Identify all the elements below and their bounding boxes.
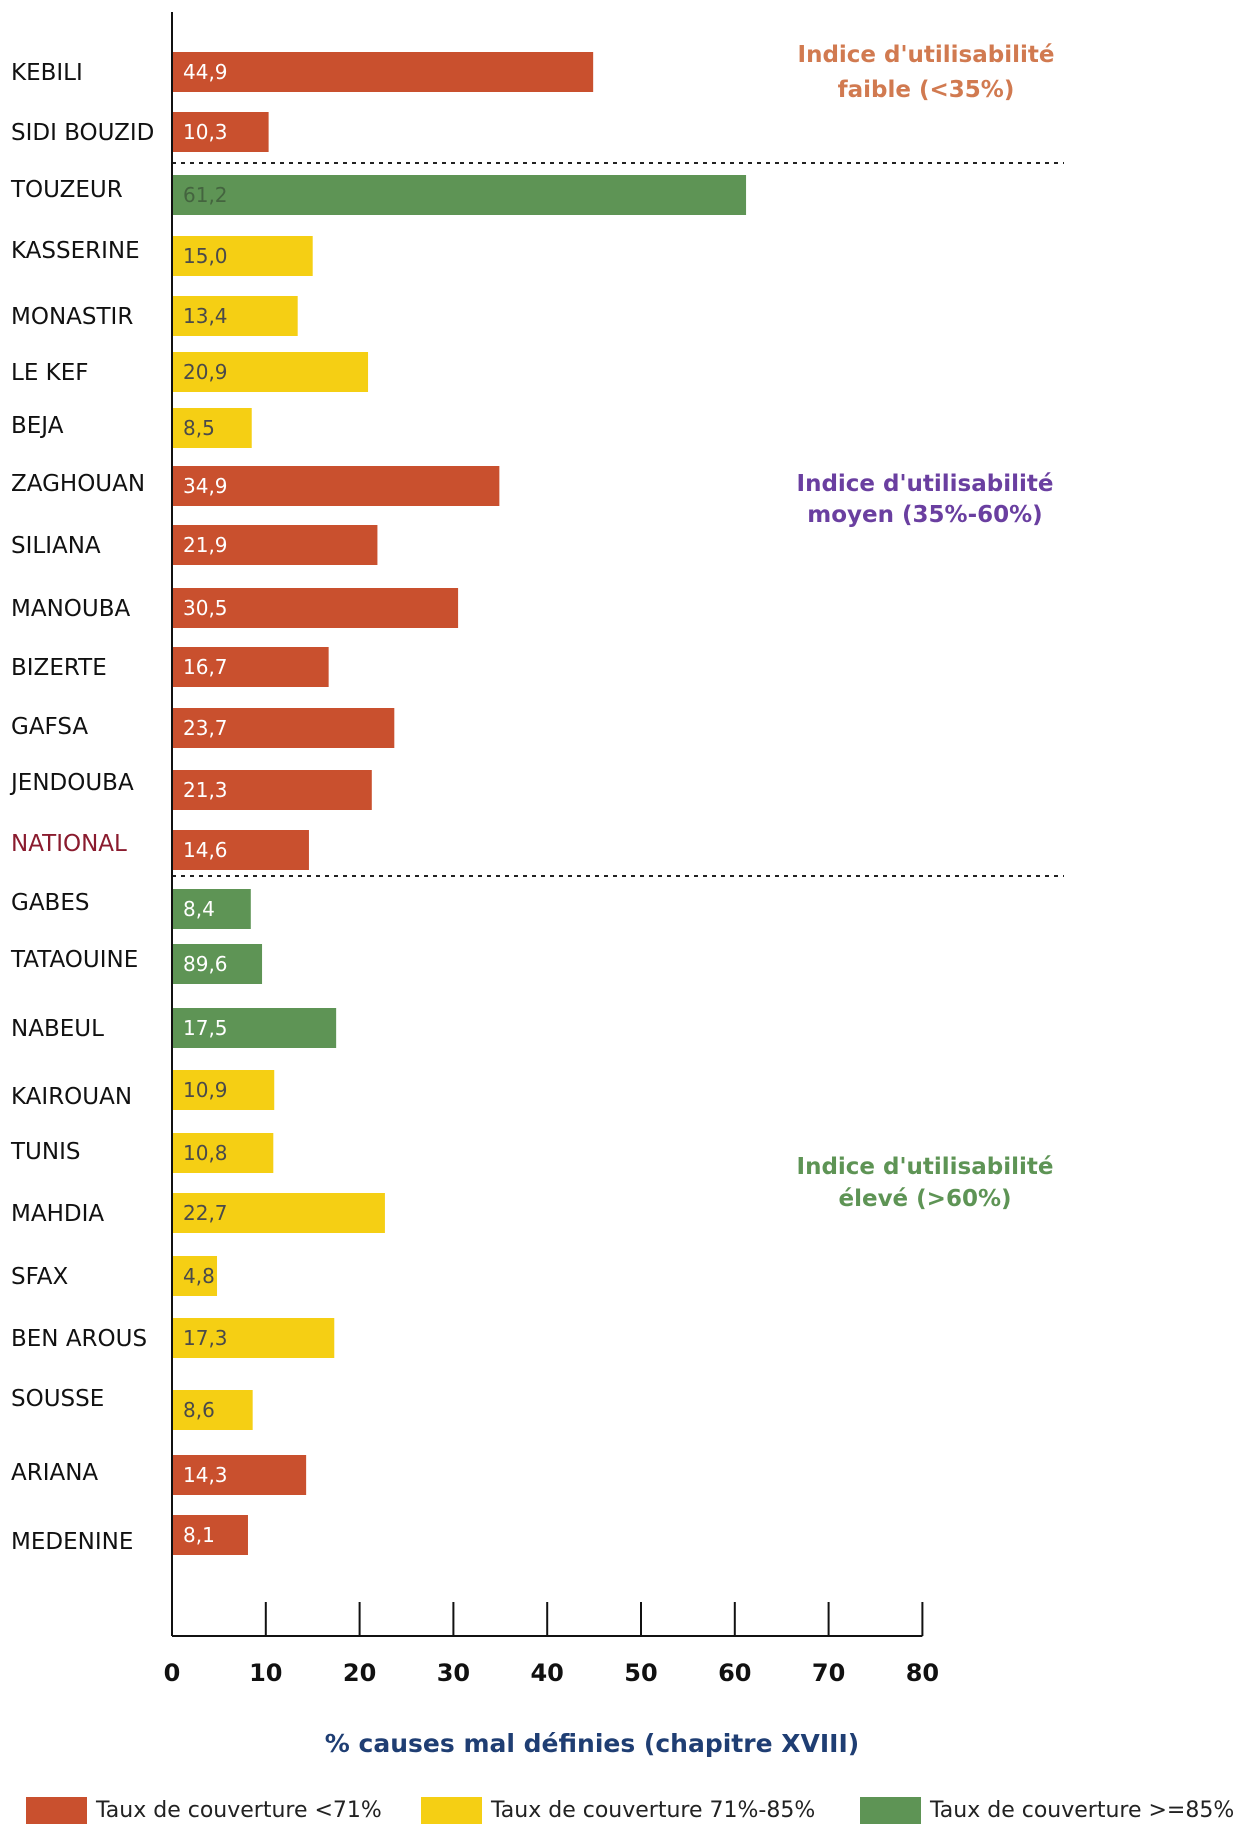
bar-sidi-bouzid (172, 112, 269, 152)
zone-annotation: élevé (>60%) (838, 1186, 1011, 1212)
bar-tataouine (172, 944, 263, 984)
zone-annotation: faible (<35%) (838, 77, 1015, 103)
x-tick-label: 60 (718, 1659, 751, 1687)
category-label: TATAOUINE (10, 947, 138, 973)
value-label: 17,5 (183, 1016, 228, 1040)
bar-kairouan (172, 1070, 275, 1110)
value-label: 8,6 (183, 1398, 215, 1422)
bar-kebili (172, 52, 594, 92)
x-axis-title: % causes mal définies (chapitre XVIII) (325, 1729, 859, 1758)
bar-touzeur (172, 175, 747, 215)
category-label: KAIROUAN (11, 1084, 132, 1110)
bar-medenine (172, 1515, 248, 1555)
value-label: 89,6 (183, 952, 228, 976)
legend-label: Taux de couverture >=85% (929, 1798, 1234, 1823)
category-label: ZAGHOUAN (11, 471, 145, 497)
value-label: 23,7 (183, 716, 228, 740)
value-label: 20,9 (183, 360, 228, 384)
value-label: 10,8 (183, 1141, 228, 1165)
x-tick-label: 40 (530, 1659, 563, 1687)
value-label: 44,9 (183, 60, 228, 84)
value-label: 34,9 (183, 474, 228, 498)
bar-beja (172, 408, 252, 448)
bar-bizerte (172, 647, 329, 687)
category-label: MANOUBA (11, 596, 131, 622)
zone-annotation: Indice d'utilisabilité (797, 471, 1054, 497)
category-label: TOUZEUR (10, 177, 123, 203)
bar-national (172, 830, 309, 870)
x-tick-label: 30 (437, 1659, 470, 1687)
value-label: 30,5 (183, 596, 228, 620)
zone-annotation: Indice d'utilisabilité (798, 42, 1055, 68)
zone-annotation: Indice d'utilisabilité (797, 1154, 1054, 1180)
legend-swatch-low (26, 1797, 87, 1824)
x-tick-label: 50 (624, 1659, 657, 1687)
bar-sousse (172, 1390, 253, 1430)
x-tick-label: 10 (249, 1659, 282, 1687)
category-label: LE KEF (11, 360, 89, 386)
bar-monastir (172, 296, 298, 336)
legend-swatch-high (860, 1797, 921, 1824)
bar-gabes (172, 889, 251, 929)
bar-ben-arous (172, 1318, 335, 1358)
value-label: 16,7 (183, 655, 228, 679)
category-label: BEN AROUS (11, 1326, 147, 1352)
category-label: JENDOUBA (9, 770, 134, 796)
category-label: SFAX (11, 1264, 68, 1290)
category-label: GABES (11, 890, 89, 916)
bar-kasserine (172, 236, 313, 276)
zone-annotation: moyen (35%-60%) (807, 502, 1042, 528)
bar-gafsa (172, 708, 395, 748)
category-label: BIZERTE (11, 655, 107, 681)
category-label: SILIANA (11, 533, 101, 559)
x-tick-label: 70 (812, 1659, 845, 1687)
value-label: 17,3 (183, 1326, 228, 1350)
value-label: 8,1 (183, 1523, 215, 1547)
bar-mahdia (172, 1193, 385, 1233)
bar-ariana (172, 1455, 307, 1495)
bar-jendouba (172, 770, 372, 810)
value-label: 8,5 (183, 416, 215, 440)
value-label: 13,4 (183, 304, 228, 328)
value-label: 61,2 (183, 183, 228, 207)
category-label: KEBILI (11, 60, 83, 86)
bar-nabeul (172, 1008, 337, 1048)
value-label: 4,8 (183, 1264, 215, 1288)
value-label: 10,3 (183, 120, 228, 144)
legend-label: Taux de couverture 71%-85% (490, 1798, 815, 1823)
category-label: TUNIS (10, 1139, 80, 1165)
category-label: ARIANA (11, 1460, 98, 1486)
value-label: 10,9 (183, 1078, 228, 1102)
category-label: MAHDIA (11, 1201, 104, 1227)
x-tick-label: 0 (164, 1659, 181, 1687)
value-label: 14,3 (183, 1463, 228, 1487)
category-label: NABEUL (11, 1016, 104, 1042)
value-label: 21,9 (183, 533, 228, 557)
x-tick-label: 80 (906, 1659, 939, 1687)
bar-siliana (172, 525, 378, 565)
category-label: SOUSSE (11, 1386, 104, 1412)
bar-sfax (172, 1256, 218, 1296)
bar-zaghouan (172, 466, 500, 506)
bar-manouba (172, 588, 459, 628)
value-label: 22,7 (183, 1201, 228, 1225)
value-label: 15,0 (183, 244, 228, 268)
category-label: MEDENINE (11, 1529, 133, 1555)
bar-tunis (172, 1133, 274, 1173)
value-label: 14,6 (183, 838, 228, 862)
category-label: MONASTIR (11, 304, 133, 330)
category-label: GAFSA (11, 714, 88, 740)
value-label: 8,4 (183, 897, 215, 921)
legend-label: Taux de couverture <71% (95, 1798, 382, 1823)
x-tick-label: 20 (343, 1659, 376, 1687)
category-label-national: NATIONAL (11, 831, 127, 857)
value-label: 21,3 (183, 778, 228, 802)
legend-swatch-mid (421, 1797, 482, 1824)
category-label: SIDI BOUZID (11, 120, 154, 146)
bar-le-kef (172, 352, 369, 392)
category-label: BEJA (11, 413, 64, 439)
category-label: KASSERINE (11, 238, 140, 264)
